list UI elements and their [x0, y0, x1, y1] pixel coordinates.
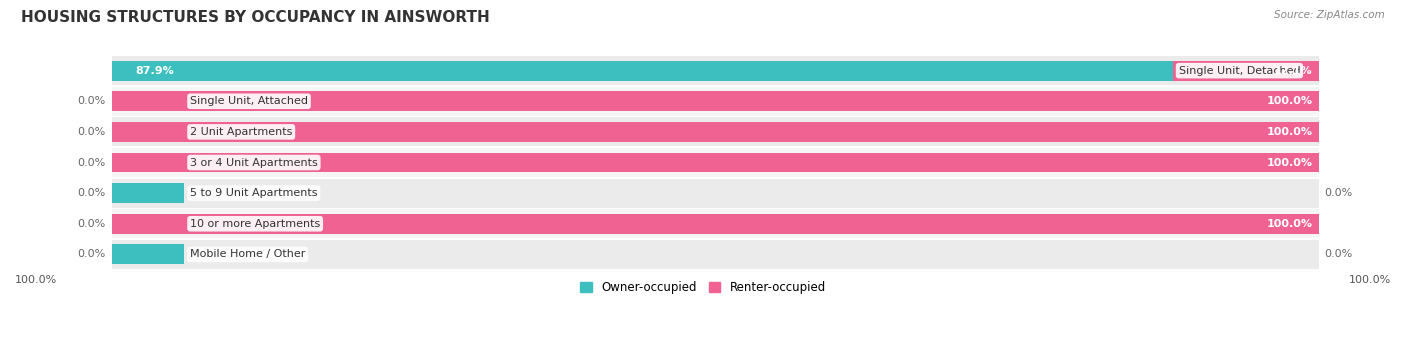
Text: 0.0%: 0.0% — [77, 219, 105, 229]
Text: Single Unit, Attached: Single Unit, Attached — [190, 96, 308, 106]
Text: Mobile Home / Other: Mobile Home / Other — [190, 249, 305, 259]
Text: 100.0%: 100.0% — [1348, 275, 1391, 285]
Bar — [111, 56, 1319, 85]
Text: HOUSING STRUCTURES BY OCCUPANCY IN AINSWORTH: HOUSING STRUCTURES BY OCCUPANCY IN AINSW… — [21, 10, 489, 25]
Bar — [111, 153, 184, 172]
Text: 0.0%: 0.0% — [1324, 249, 1353, 259]
Text: 0.0%: 0.0% — [77, 127, 105, 137]
Text: 100.0%: 100.0% — [15, 275, 58, 285]
Bar — [111, 91, 184, 111]
Bar — [111, 209, 1319, 238]
Text: 0.0%: 0.0% — [77, 158, 105, 168]
Bar — [111, 61, 1173, 81]
Text: 0.0%: 0.0% — [77, 188, 105, 198]
Text: 0.0%: 0.0% — [1324, 188, 1353, 198]
Text: 12.1%: 12.1% — [1274, 66, 1313, 76]
Bar — [111, 148, 1319, 177]
Text: 5 to 9 Unit Apartments: 5 to 9 Unit Apartments — [190, 188, 318, 198]
Bar — [111, 153, 1319, 172]
Text: 87.9%: 87.9% — [136, 66, 174, 76]
Text: 3 or 4 Unit Apartments: 3 or 4 Unit Apartments — [190, 158, 318, 168]
Bar — [1173, 61, 1319, 81]
Bar — [111, 240, 1319, 269]
Text: 100.0%: 100.0% — [1267, 127, 1313, 137]
Bar — [111, 179, 1319, 208]
Text: 100.0%: 100.0% — [1267, 96, 1313, 106]
Bar — [111, 183, 184, 203]
Text: 2 Unit Apartments: 2 Unit Apartments — [190, 127, 292, 137]
Legend: Owner-occupied, Renter-occupied: Owner-occupied, Renter-occupied — [575, 276, 831, 299]
Bar — [111, 91, 1319, 111]
Bar — [111, 214, 1319, 234]
Text: Single Unit, Detached: Single Unit, Detached — [1178, 66, 1301, 76]
Text: 100.0%: 100.0% — [1267, 158, 1313, 168]
Bar — [111, 122, 184, 142]
Text: 10 or more Apartments: 10 or more Apartments — [190, 219, 321, 229]
Bar — [111, 245, 184, 264]
Bar — [111, 214, 184, 234]
Text: 100.0%: 100.0% — [1267, 219, 1313, 229]
Bar — [111, 87, 1319, 116]
Bar — [111, 117, 1319, 146]
Bar — [111, 122, 1319, 142]
Text: 0.0%: 0.0% — [77, 249, 105, 259]
Text: 0.0%: 0.0% — [77, 96, 105, 106]
Text: Source: ZipAtlas.com: Source: ZipAtlas.com — [1274, 10, 1385, 20]
